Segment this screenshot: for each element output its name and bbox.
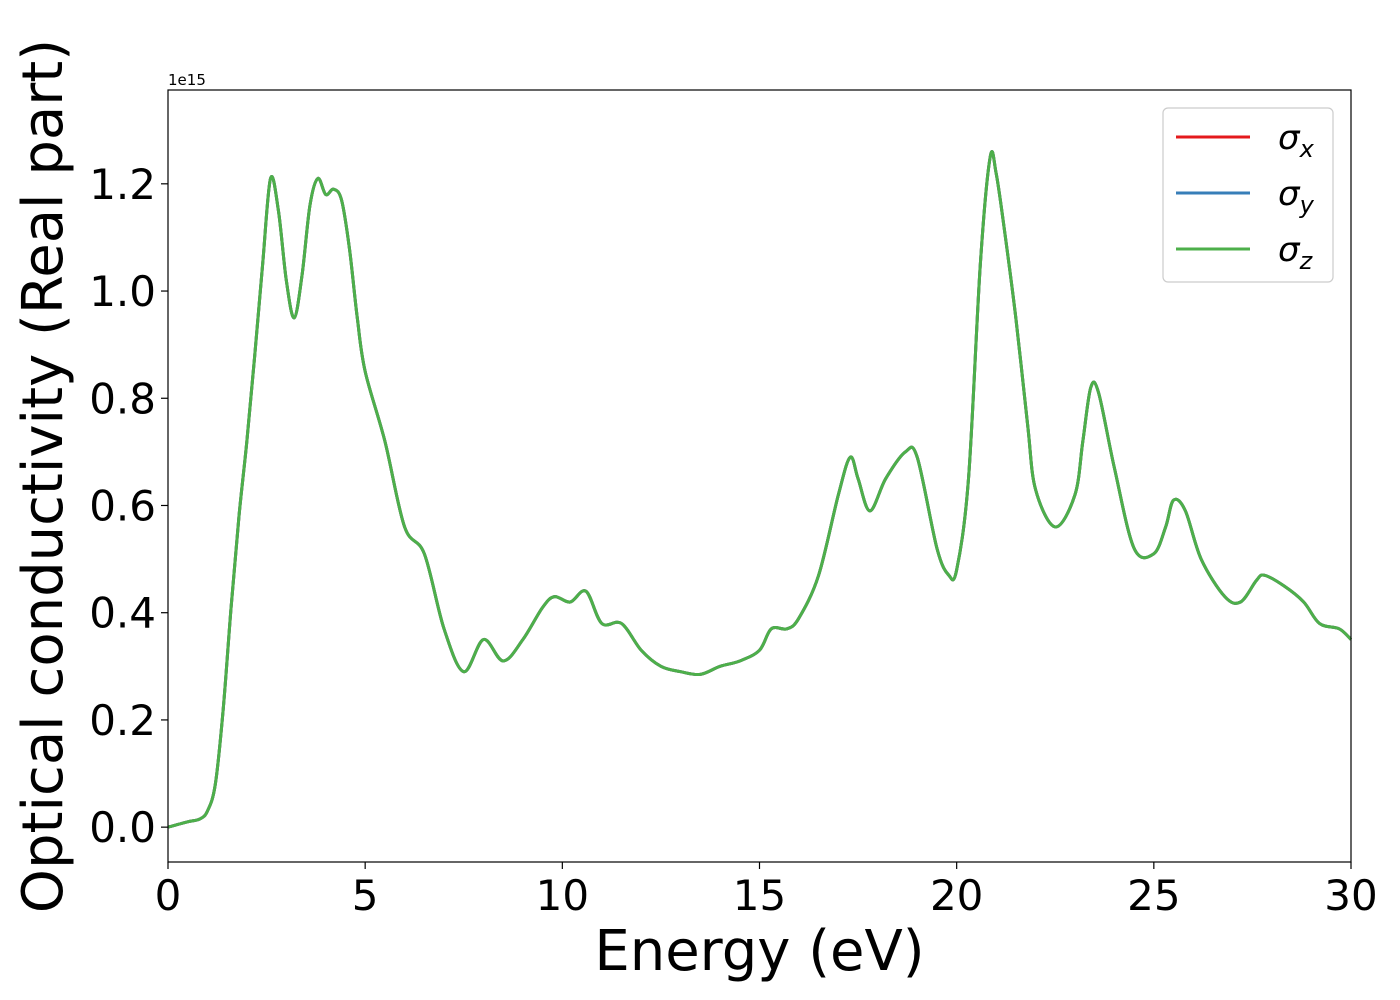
x-tick-label: 15 [733,871,786,920]
y-tick-label: 1.2 [89,160,156,209]
legend-label-y: σy [1278,174,1315,219]
y-axis: 0.0 0.2 0.4 0.6 0.8 1.0 1.2 [89,160,168,852]
y-tick-label: 1.0 [89,267,156,316]
y-axis-label: Optical conductivity (Real part) [11,39,76,913]
y-offset-label: 1e15 [168,71,206,89]
y-tick-label: 0.4 [89,589,156,638]
y-tick-label: 0.6 [89,481,156,530]
legend-label-x: σx [1278,118,1315,163]
legend-frame [1162,107,1334,283]
legend-label-z: σz [1278,230,1314,275]
x-tick-label: 0 [155,871,182,920]
y-tick-label: 0.0 [89,803,156,852]
legend: σx σy σz [1162,107,1334,283]
x-tick-label: 20 [930,871,983,920]
series-line-z [167,149,1353,829]
x-tick-label: 10 [536,871,589,920]
x-tick-label: 5 [352,871,379,920]
x-axis: 0 5 10 15 20 25 30 [155,862,1378,920]
x-axis-label: Energy (eV) [594,919,924,984]
y-tick-label: 0.2 [89,696,156,745]
x-tick-label: 25 [1127,871,1180,920]
y-tick-label: 0.8 [89,374,156,423]
x-tick-label: 30 [1324,871,1377,920]
series-layer [167,149,1353,829]
